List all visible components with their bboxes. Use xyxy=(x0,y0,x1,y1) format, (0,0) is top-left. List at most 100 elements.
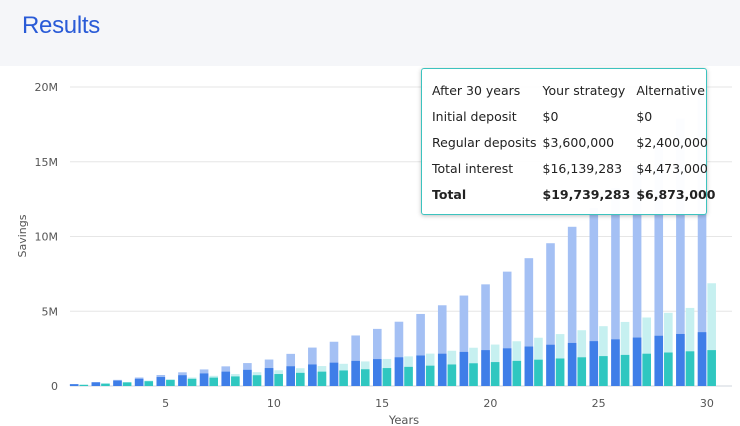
bar-alternative-deposits[interactable] xyxy=(382,368,392,386)
summary-tooltip: After 30 years Your strategy Alternative… xyxy=(421,68,715,215)
bar-strategy-deposits[interactable] xyxy=(676,333,685,386)
bar-alternative-total[interactable] xyxy=(620,321,630,386)
bar-strategy-deposits[interactable] xyxy=(437,353,447,386)
bar-alternative-deposits[interactable] xyxy=(404,366,413,386)
bar-strategy-deposits[interactable] xyxy=(69,384,79,386)
bar-strategy-deposits[interactable] xyxy=(199,373,209,386)
bar-strategy-deposits[interactable] xyxy=(416,355,425,386)
bar-alternative-deposits[interactable] xyxy=(577,357,587,386)
bar-strategy-deposits[interactable] xyxy=(134,378,144,386)
y-tick-label: 10M xyxy=(35,231,59,244)
bar-alternative-deposits[interactable] xyxy=(490,362,500,386)
bar-strategy-total[interactable] xyxy=(654,143,664,386)
summary-row-initial-deposit: Initial deposit $0 $0 xyxy=(432,103,721,129)
bar-strategy-deposits[interactable] xyxy=(308,364,317,386)
bar-alternative-deposits[interactable] xyxy=(512,360,522,386)
bar-strategy-total[interactable] xyxy=(632,166,642,386)
bar-alternative-deposits[interactable] xyxy=(360,369,370,386)
bar-strategy-total[interactable] xyxy=(437,305,447,386)
bar-alternative-deposits[interactable] xyxy=(534,359,543,386)
bar-strategy-total[interactable] xyxy=(416,313,425,386)
bar-alternative-deposits[interactable] xyxy=(707,350,716,386)
bar-strategy-deposits[interactable] xyxy=(243,369,252,386)
bar-strategy-deposits[interactable] xyxy=(264,368,274,386)
row-strategy-value: $0 xyxy=(542,108,559,124)
bar-alternative-deposits[interactable] xyxy=(317,371,327,386)
bar-alternative-deposits[interactable] xyxy=(101,383,110,386)
bar-strategy-deposits[interactable] xyxy=(178,375,187,386)
bar-strategy-total[interactable] xyxy=(373,328,382,386)
bar-alternative-deposits[interactable] xyxy=(274,374,283,386)
bar-strategy-total[interactable] xyxy=(611,187,620,386)
bar-strategy-deposits[interactable] xyxy=(373,359,382,386)
bar-alternative-deposits[interactable] xyxy=(144,381,154,386)
bar-alternative-deposits[interactable] xyxy=(685,351,695,386)
bar-alternative-deposits[interactable] xyxy=(122,382,132,386)
bar-strategy-deposits[interactable] xyxy=(589,341,599,386)
bar-alternative-deposits[interactable] xyxy=(187,378,197,386)
bar-strategy-deposits[interactable] xyxy=(459,351,469,386)
bar-alternative-deposits[interactable] xyxy=(620,354,630,386)
bar-strategy-deposits[interactable] xyxy=(611,339,620,386)
row-label: Initial deposit xyxy=(432,108,517,124)
bar-alternative-deposits[interactable] xyxy=(252,375,262,386)
bar-strategy-total[interactable] xyxy=(481,284,490,386)
bar-alternative-deposits[interactable] xyxy=(599,356,608,386)
bar-alternative-deposits[interactable] xyxy=(642,353,651,386)
summary-row-total: Total $19,739,283 $6,873,000 xyxy=(432,181,721,207)
summary-table: After 30 years Your strategy Alternative… xyxy=(432,77,721,207)
bar-alternative-total[interactable] xyxy=(664,312,673,386)
x-tick-label: 25 xyxy=(592,397,606,410)
bar-strategy-total[interactable] xyxy=(524,258,534,386)
summary-row-regular-deposits: Regular deposits $3,600,000 $2,400,000 xyxy=(432,129,721,155)
bar-strategy-deposits[interactable] xyxy=(502,348,512,386)
bar-alternative-total[interactable] xyxy=(685,307,695,386)
bar-alternative-deposits[interactable] xyxy=(296,372,305,386)
bar-alternative-deposits[interactable] xyxy=(425,365,435,386)
bar-strategy-total[interactable] xyxy=(546,243,555,386)
bar-alternative-total[interactable] xyxy=(707,283,716,386)
bar-strategy-deposits[interactable] xyxy=(329,362,339,386)
row-strategy-value: $16,139,283 xyxy=(542,160,623,176)
bar-strategy-total[interactable] xyxy=(676,118,685,386)
total-alternative-value: $6,873,000 xyxy=(636,186,716,202)
bar-strategy-deposits[interactable] xyxy=(481,350,490,386)
bar-alternative-deposits[interactable] xyxy=(339,370,348,386)
row-alternative-value: $0 xyxy=(636,108,653,124)
bar-strategy-deposits[interactable] xyxy=(91,382,101,386)
bars-group xyxy=(69,90,716,387)
bar-strategy-total[interactable] xyxy=(502,271,512,386)
bar-alternative-deposits[interactable] xyxy=(166,380,175,386)
bar-strategy-deposits[interactable] xyxy=(221,371,231,386)
bar-strategy-total[interactable] xyxy=(459,295,469,386)
bar-strategy-deposits[interactable] xyxy=(394,357,404,386)
bar-alternative-deposits[interactable] xyxy=(447,364,457,386)
bar-alternative-deposits[interactable] xyxy=(231,376,240,386)
bar-alternative-deposits[interactable] xyxy=(664,352,673,386)
bar-strategy-total[interactable] xyxy=(589,208,599,386)
bar-alternative-deposits[interactable] xyxy=(209,377,218,386)
bar-alternative-deposits[interactable] xyxy=(79,384,89,386)
bar-strategy-deposits[interactable] xyxy=(654,335,664,386)
bar-strategy-deposits[interactable] xyxy=(351,360,360,386)
bar-alternative-deposits[interactable] xyxy=(469,363,478,386)
bar-strategy-total[interactable] xyxy=(567,226,577,386)
bar-strategy-total[interactable] xyxy=(351,335,360,386)
summary-row-total-interest: Total interest $16,139,283 $4,473,000 xyxy=(432,155,721,181)
bar-strategy-deposits[interactable] xyxy=(567,342,577,386)
bar-strategy-deposits[interactable] xyxy=(286,366,295,386)
bar-strategy-deposits[interactable] xyxy=(156,377,166,386)
bar-strategy-total[interactable] xyxy=(697,90,707,387)
bar-alternative-total[interactable] xyxy=(642,317,651,386)
bar-strategy-deposits[interactable] xyxy=(524,346,534,386)
x-tick-label: 10 xyxy=(267,397,281,410)
savings-bar-chart: 0 5M 10M 15M 20M 5 10 15 20 25 30 Savings Years xyxy=(16,81,732,426)
bar-strategy-deposits[interactable] xyxy=(546,344,555,386)
bar-strategy-deposits[interactable] xyxy=(632,337,642,386)
row-strategy-value: $3,600,000 xyxy=(542,134,615,150)
bar-alternative-deposits[interactable] xyxy=(555,358,565,386)
bar-strategy-total[interactable] xyxy=(394,321,404,386)
bar-strategy-deposits[interactable] xyxy=(113,380,122,386)
bar-alternative-total[interactable] xyxy=(599,326,608,386)
bar-strategy-deposits[interactable] xyxy=(697,332,707,386)
